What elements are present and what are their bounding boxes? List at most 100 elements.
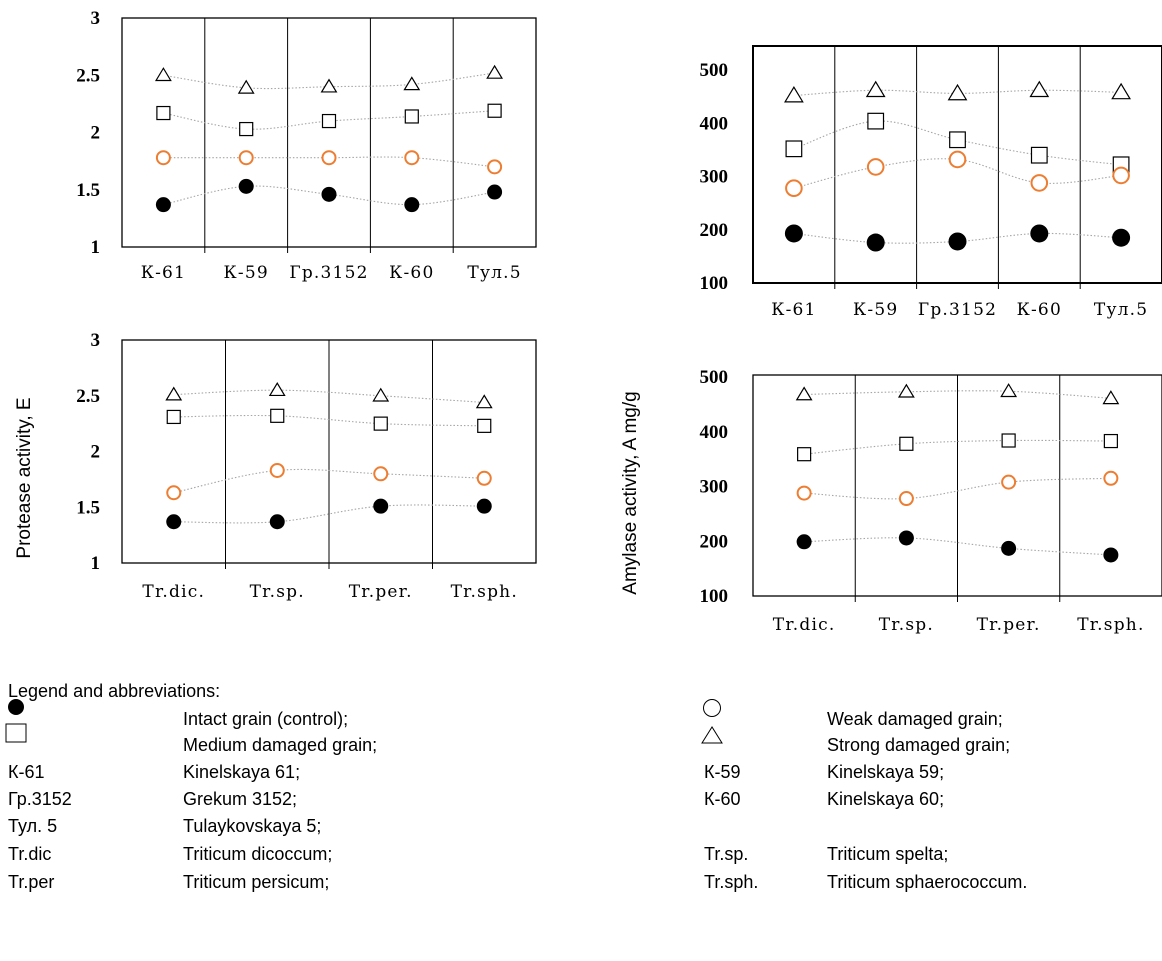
y-tick-label: 2.5 xyxy=(76,386,100,407)
x-tick-label: К-61 xyxy=(771,300,816,320)
x-tick-label: Tr.sp. xyxy=(879,615,934,635)
x-tick-label: Tr.sph. xyxy=(451,582,518,602)
y-tick-label: 1 xyxy=(91,553,101,574)
legend: Legend and abbreviations: Intact grain (… xyxy=(6,681,1027,892)
x-tick-label: Tr.per. xyxy=(977,615,1041,635)
legend-description: Triticum persicum; xyxy=(183,872,329,892)
strong-point xyxy=(270,383,285,395)
y-tick-label: 1.5 xyxy=(76,180,100,201)
medium-point xyxy=(786,141,802,157)
y-tick-label: 300 xyxy=(700,477,729,498)
plot-frame xyxy=(122,18,536,247)
legend-abbreviation: Тул. 5 xyxy=(8,816,57,836)
medium-point xyxy=(374,417,387,430)
intact-point xyxy=(322,187,337,202)
legend-row: Тул. 5 Tulaykovskaya 5; xyxy=(8,816,321,836)
y-tick-label: 3 xyxy=(91,330,101,351)
intact-point xyxy=(867,234,885,252)
intact-point xyxy=(404,197,419,212)
strong-legend-icon xyxy=(702,727,722,743)
medium-point xyxy=(1002,434,1015,447)
y-tick-label: 2.5 xyxy=(76,65,100,86)
x-tick-label: Гр.3152 xyxy=(289,263,368,283)
medium-point xyxy=(405,110,418,123)
weak-point xyxy=(798,487,811,500)
strong-point xyxy=(487,66,502,78)
x-tick-label: Гр.3152 xyxy=(918,300,997,320)
intact-point xyxy=(487,185,502,200)
intact-point xyxy=(166,514,181,529)
y-tick-label: 400 xyxy=(700,422,729,443)
x-tick-label: К-61 xyxy=(141,263,186,283)
intact-legend-icon xyxy=(8,699,24,715)
intact-point xyxy=(899,530,914,545)
medium-point xyxy=(240,123,253,136)
x-tick-label: Tr.dic. xyxy=(142,582,205,602)
weak-point xyxy=(157,151,170,164)
weak-point xyxy=(1104,472,1117,485)
intact-point xyxy=(270,514,285,529)
weak-point xyxy=(167,486,180,499)
x-tick-label: К-60 xyxy=(389,263,434,283)
medium-point xyxy=(868,113,884,129)
strong-point xyxy=(867,82,885,97)
legend-description: Triticum sphaerococcum. xyxy=(827,872,1027,892)
y-tick-label: 200 xyxy=(700,220,729,241)
legend-description: Kinelskaya 59; xyxy=(827,762,944,782)
legend-description: Weak damaged grain; xyxy=(827,709,1003,729)
legend-abbreviation: Tr.per xyxy=(8,872,54,892)
legend-description: Triticum spelta; xyxy=(827,844,948,864)
weak-point xyxy=(240,151,253,164)
y-tick-label: 400 xyxy=(700,113,729,134)
strong-point xyxy=(1001,384,1016,396)
y-tick-label: 500 xyxy=(700,60,729,81)
amylase-y-axis-label: Amylase activity, A mg/g xyxy=(620,391,641,594)
intact-point xyxy=(785,224,803,242)
weak-point xyxy=(323,151,336,164)
weak-point xyxy=(786,180,802,196)
strong-point xyxy=(1112,84,1130,99)
y-tick-label: 3 xyxy=(91,8,101,29)
y-tick-label: 1.5 xyxy=(76,497,100,518)
medium-point xyxy=(271,409,284,422)
legend-abbreviation: Tr.dic xyxy=(8,844,51,864)
strong-point xyxy=(373,389,388,401)
y-tick-label: 100 xyxy=(700,586,729,607)
legend-abbreviation: Гр.3152 xyxy=(8,789,72,809)
x-tick-label: Tr.sp. xyxy=(250,582,305,602)
legend-description: Triticum dicoccum; xyxy=(183,844,332,864)
medium-point xyxy=(1032,147,1048,163)
weak-point xyxy=(868,159,884,175)
medium-point xyxy=(798,448,811,461)
y-tick-label: 2 xyxy=(91,123,101,144)
legend-description: Tulaykovskaya 5; xyxy=(183,816,321,836)
legend-abbreviation: К-61 xyxy=(8,762,45,782)
strong-point xyxy=(949,85,967,100)
x-tick-label: К-59 xyxy=(224,263,269,283)
x-tick-label: Tr.sph. xyxy=(1077,615,1144,635)
strong-point xyxy=(322,80,337,92)
intact-point xyxy=(477,499,492,514)
weak-point xyxy=(374,467,387,480)
medium-point xyxy=(478,419,491,432)
legend-description: Strong damaged grain; xyxy=(827,735,1010,755)
amylase-species-chart: 100200300400500Tr.dic.Tr.sp.Tr.per.Tr.sp… xyxy=(700,367,1162,635)
strong-point xyxy=(404,77,419,89)
intact-point xyxy=(239,179,254,194)
strong-point xyxy=(166,388,181,400)
medium-point xyxy=(167,410,180,423)
x-tick-label: Тул.5 xyxy=(467,263,521,283)
strong-point xyxy=(797,388,812,400)
intact-point xyxy=(1112,229,1130,247)
x-tick-label: Тул.5 xyxy=(1094,300,1148,320)
y-tick-label: 2 xyxy=(91,442,101,463)
intact-point xyxy=(1103,547,1118,562)
